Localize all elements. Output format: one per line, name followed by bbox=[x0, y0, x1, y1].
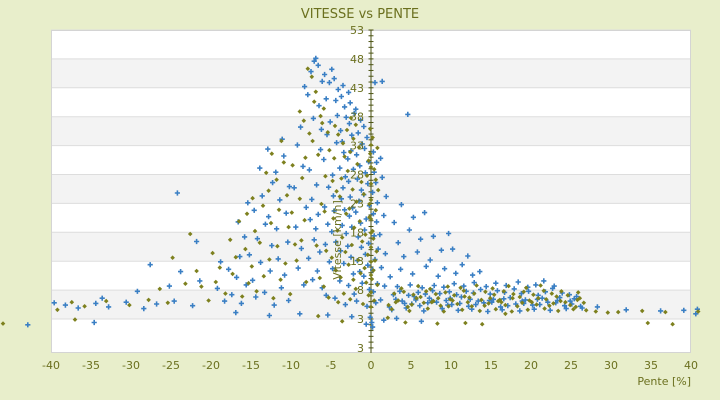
chart-title: VITESSE vs PENTE bbox=[301, 7, 419, 22]
x-tick-label: 20 bbox=[524, 359, 538, 372]
y-tick-label: 53 bbox=[350, 24, 364, 37]
x-tick-label: -10 bbox=[282, 359, 300, 372]
tick-labels: -40 -35 -30 -25 -20 -15 -10 -5 0 5 10 15 20 25 30 35 40 5… bbox=[42, 24, 698, 372]
x-tick-label: 0 bbox=[368, 359, 375, 372]
data-point bbox=[25, 322, 31, 328]
y-axis-end-label: 3 bbox=[357, 342, 364, 355]
x-tick-label: -30 bbox=[122, 359, 140, 372]
y-tick-label: 38 bbox=[350, 111, 364, 124]
y-tick-label: 8 bbox=[357, 284, 364, 297]
y-tick-label: 18 bbox=[350, 226, 364, 239]
y-tick-label: 23 bbox=[350, 197, 364, 210]
x-tick-label: -5 bbox=[326, 359, 337, 372]
x-tick-label: 30 bbox=[604, 359, 618, 372]
x-tick-label: 15 bbox=[484, 359, 498, 372]
y-axis-title: Vitesse [km/h] bbox=[331, 200, 344, 280]
x-tick-label: 5 bbox=[408, 359, 415, 372]
y-tick-label: 48 bbox=[350, 53, 364, 66]
y-tick-label: 3 bbox=[357, 313, 364, 326]
x-tick-label: 35 bbox=[644, 359, 658, 372]
data-point bbox=[0, 321, 6, 326]
x-tick-label: -35 bbox=[82, 359, 100, 372]
x-axis-title: Pente [%] bbox=[637, 375, 691, 388]
x-tick-label: -15 bbox=[242, 359, 260, 372]
x-tick-label: 10 bbox=[444, 359, 458, 372]
x-tick-label: -20 bbox=[202, 359, 220, 372]
y-tick-label: 43 bbox=[350, 82, 364, 95]
y-axis bbox=[368, 29, 374, 353]
y-tick-label: 33 bbox=[350, 140, 364, 153]
x-tick-label: -25 bbox=[162, 359, 180, 372]
y-tick-label: 13 bbox=[350, 255, 364, 268]
x-tick-label: -40 bbox=[42, 359, 60, 372]
x-tick-label: 25 bbox=[564, 359, 578, 372]
y-tick-label: 28 bbox=[350, 169, 364, 182]
x-tick-label: 40 bbox=[684, 359, 698, 372]
